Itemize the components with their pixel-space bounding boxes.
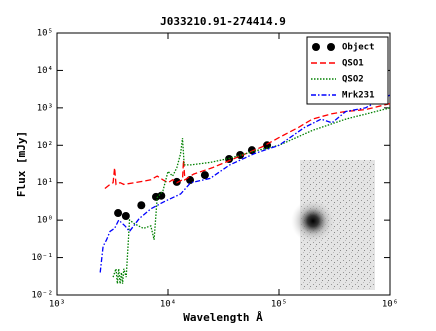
- legend-label: QSO1: [342, 59, 364, 69]
- data-point: [137, 201, 146, 210]
- legend-marker: [312, 43, 320, 51]
- x-tick-label: 10⁴: [160, 300, 176, 310]
- series-line: [104, 102, 391, 190]
- y-tick-label: 10²: [37, 141, 53, 151]
- inset-image: [291, 160, 375, 290]
- data-point: [200, 171, 209, 180]
- data-point: [114, 209, 123, 218]
- legend-marker: [327, 43, 335, 51]
- y-axis-label: Flux [mJy]: [15, 131, 28, 197]
- data-point: [121, 212, 130, 221]
- series-line: [99, 94, 391, 273]
- legend-label: QSO2: [342, 75, 364, 85]
- legend-label: Mrk231: [342, 91, 375, 101]
- legend-box: [306, 36, 389, 105]
- y-tick-label: 10⁵: [37, 29, 53, 39]
- x-axis-label: Wavelength Å: [183, 311, 263, 324]
- data-point: [172, 177, 181, 186]
- x-tick-label: 10⁶: [382, 300, 398, 310]
- y-tick-label: 10⁻¹: [31, 253, 53, 263]
- y-tick-label: 10⁻²: [31, 291, 53, 301]
- x-tick-label: 10⁵: [271, 300, 287, 310]
- chart-title: J033210.91-274414.9: [160, 15, 286, 28]
- legend-label: Object: [342, 42, 375, 53]
- data-point: [157, 191, 166, 200]
- series-line: [112, 107, 391, 284]
- legend: Object QSO1 QSO2 Mrk231: [306, 36, 389, 105]
- y-tick-label: 10³: [37, 103, 53, 113]
- x-tick-label: 10³: [49, 300, 65, 310]
- y-tick-label: 10¹: [37, 178, 53, 188]
- y-tick-label: 10⁴: [37, 66, 53, 76]
- y-tick-label: 10⁰: [37, 216, 53, 226]
